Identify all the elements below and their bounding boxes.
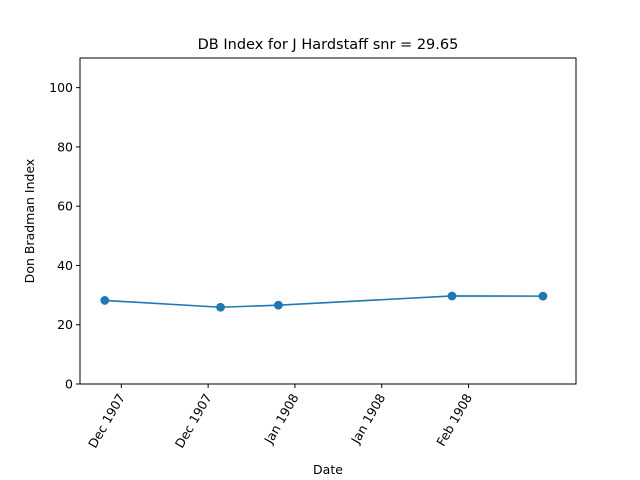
y-tick-label: 40 — [57, 258, 73, 273]
chart-title: DB Index for J Hardstaff snr = 29.65 — [198, 37, 459, 53]
data-point — [538, 291, 548, 301]
data-point — [100, 296, 110, 305]
y-tick-label: 100 — [49, 80, 73, 95]
x-axis-label: Date — [313, 462, 343, 477]
y-tick-label: 20 — [57, 317, 73, 332]
data-point — [216, 302, 225, 312]
y-axis: 0 20 40 60 80 100 — [49, 80, 80, 392]
y-tick-label: 80 — [57, 139, 73, 154]
data-point — [447, 291, 457, 301]
y-tick-label: 60 — [57, 199, 73, 214]
y-tick-label: 0 — [65, 377, 73, 392]
series-group — [100, 291, 548, 312]
plot-frame — [79, 57, 577, 385]
y-axis-label: Don Bradman Index — [22, 159, 37, 284]
data-point — [274, 300, 283, 310]
